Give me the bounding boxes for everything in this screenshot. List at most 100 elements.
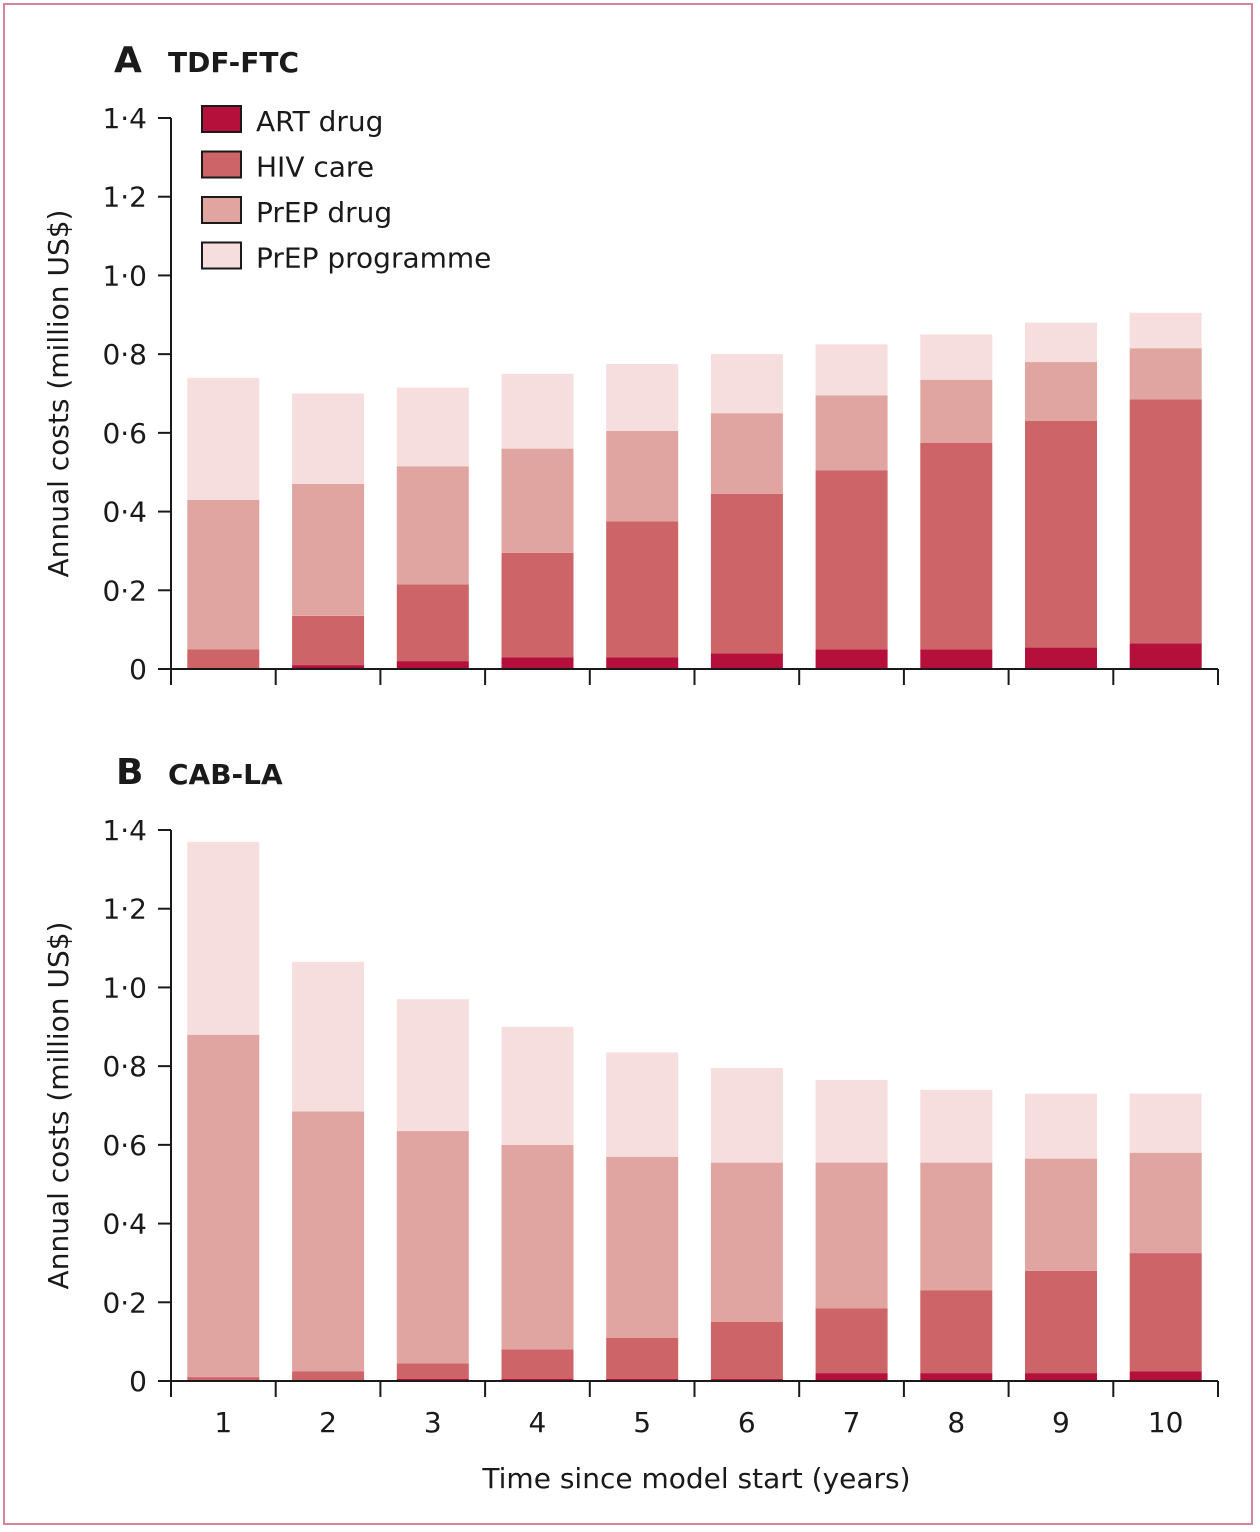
panel-b-y-tick-label: 0·6 [102,1129,147,1162]
panel-b-bar-year1-prep-drug [187,1034,260,1378]
panel-b-y-tick-label: 0·4 [102,1208,147,1241]
panel-b-y-tick-label: 0 [129,1365,147,1398]
panel-a-bar-year4-prep-drug [501,448,574,553]
panel-b-y-tick-label: 1·0 [102,971,147,1004]
legend-label-hiv-care: HIV care [256,151,374,184]
panel-a-bar-year7-hiv-care [815,470,888,650]
panel-b-y-tick-label: 0·2 [102,1286,147,1319]
panel-a-bar-year7-prep-drug [815,395,888,471]
panel-a-bar-year8-prep-programme [920,334,993,380]
panel-a-y-tick-label: 0 [129,653,147,686]
panel-b-x-tick-label: 5 [633,1406,651,1439]
legend-label-prep-drug: PrEP drug [256,196,392,229]
panel-a-bar-year10-hiv-care [1129,399,1202,644]
panel-b-x-tick-label: 4 [529,1406,547,1439]
panel-b-bar-year7-art-drug [815,1373,888,1381]
panel-a-bar-year3-art-drug [396,661,469,669]
legend-swatch-prep-programme [201,241,242,270]
panel-b-y-axis-label: Annual costs (million US$) [42,922,75,1290]
panel-b-bar-year5-prep-drug [606,1156,679,1338]
panel-a-bar-year1-prep-drug [187,499,260,650]
panel-b-x-tick-label: 3 [424,1406,442,1439]
panel-b-x-tick-label: 10 [1148,1406,1184,1439]
panel-a-bar-year9-prep-drug [1025,362,1097,421]
panel-b-bar-year10-art-drug [1129,1371,1202,1381]
panel-b-bar-year8-hiv-care [920,1290,993,1374]
panel-a-bar-year3-hiv-care [396,584,469,662]
legend-label-art-drug: ART drug [256,105,383,138]
figure-frame [3,3,1253,1525]
panel-b-bar-year2-hiv-care [292,1371,365,1381]
panel-b-bar-year2-prep-programme [292,961,365,1112]
panel-a-bar-year5-prep-drug [606,430,679,522]
panel-b-letter: B [116,752,143,793]
panel-a-y-tick-label: 0·2 [102,574,147,607]
panel-a-bar-year9-hiv-care [1025,421,1097,648]
panel-b-bar-year10-prep-programme [1129,1093,1202,1153]
panel-a-bar-year2-prep-drug [292,484,365,616]
panel-a-y-tick-label: 0·4 [102,496,147,529]
panel-a-bar-year1-hiv-care [187,649,260,669]
panel-b-bar-year2-prep-drug [292,1111,365,1372]
panel-a-bar-year7-prep-programme [815,344,888,396]
panel-b-bar-year10-hiv-care [1129,1253,1202,1372]
panel-b-bar-year9-prep-drug [1025,1158,1097,1271]
panel-b-bar-year5-prep-programme [606,1052,679,1157]
panel-b-y-tick-label: 1·2 [102,893,147,926]
panel-b-y-tick-label: 1·4 [102,814,147,847]
panel-b-bar-year9-prep-programme [1025,1093,1097,1159]
panel-b-bar-year7-prep-programme [815,1079,888,1163]
legend-label-prep-programme: PrEP programme [256,242,491,275]
panel-a-y-tick-label: 1·0 [102,259,147,292]
panel-b-bar-year7-hiv-care [815,1308,888,1374]
panel-b-bar-year4-prep-programme [501,1026,574,1145]
panel-b-bar-year9-hiv-care [1025,1270,1097,1374]
panel-a-bar-year8-hiv-care [920,442,993,650]
panel-a-bar-year1-prep-programme [187,377,260,500]
panel-a-bar-year5-art-drug [606,657,679,669]
panel-b-bar-year3-prep-drug [396,1131,469,1364]
panel-a-bar-year5-prep-programme [606,364,679,431]
panel-a-bar-year9-art-drug [1025,647,1097,669]
panel-a-bar-year4-art-drug [501,657,574,669]
panel-b-bar-year3-hiv-care [396,1363,469,1379]
panel-a-bar-year4-hiv-care [501,552,574,658]
legend-swatch-prep-drug [201,196,242,224]
panel-b-bar-year3-prep-programme [396,999,469,1131]
panel-b-x-tick-label: 7 [843,1406,861,1439]
panel-a-y-axis-label: Annual costs (million US$) [42,210,75,578]
panel-b-bar-year5-hiv-care [606,1337,679,1379]
panel-b-bar-year6-prep-drug [710,1162,783,1322]
panel-a-bar-year10-art-drug [1129,643,1202,669]
panel-b-bar-year6-hiv-care [710,1322,783,1380]
panel-a-bar-year6-prep-drug [710,413,783,494]
panel-a-y-tick-label: 1·4 [102,102,147,135]
panel-b-bar-year7-prep-drug [815,1162,888,1309]
panel-b-bar-year8-prep-drug [920,1162,993,1291]
panel-b-y-tick-label: 0·8 [102,1050,147,1083]
panel-b-bar-year1-prep-programme [187,841,260,1035]
panel-a-bar-year2-prep-programme [292,393,365,484]
panel-b-x-tick-label: 8 [947,1406,965,1439]
panel-b-bar-year6-prep-programme [710,1068,783,1163]
panel-a-bar-year7-art-drug [815,649,888,669]
panel-a-bar-year2-art-drug [292,665,365,669]
panel-b-bar-year8-prep-programme [920,1089,993,1163]
panel-b-x-tick-label: 2 [319,1406,337,1439]
panel-a-y-tick-label: 1·2 [102,181,147,214]
panel-a-bar-year6-art-drug [710,653,783,669]
panel-a-bar-year4-prep-programme [501,373,574,449]
panel-a-y-tick-label: 0·6 [102,417,147,450]
panel-b-bar-year4-prep-drug [501,1144,574,1350]
panel-a-bar-year10-prep-drug [1129,348,1202,400]
panel-a-bar-year3-prep-drug [396,466,469,585]
panel-b-x-tick-label: 1 [214,1406,232,1439]
panel-a-bar-year2-hiv-care [292,615,365,666]
panel-b-bar-year9-art-drug [1025,1373,1097,1381]
panel-b-bar-year1-hiv-care [187,1377,260,1381]
panel-b-x-tick-label: 6 [738,1406,756,1439]
panel-b-bar-year4-hiv-care [501,1349,574,1379]
legend-swatch-hiv-care [201,150,242,179]
panel-a-bar-year3-prep-programme [396,387,469,467]
